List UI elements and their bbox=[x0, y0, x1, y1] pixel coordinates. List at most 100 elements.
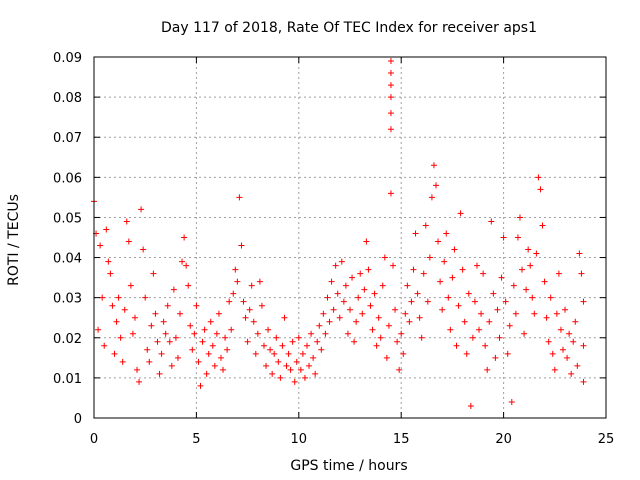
data-point bbox=[390, 262, 397, 269]
data-point bbox=[494, 306, 501, 313]
data-point bbox=[324, 294, 331, 301]
data-point bbox=[375, 314, 382, 321]
data-point bbox=[267, 346, 274, 353]
data-point bbox=[404, 282, 411, 289]
axis-ticks bbox=[93, 56, 607, 419]
data-point bbox=[269, 370, 276, 377]
data-point bbox=[392, 306, 399, 313]
data-point bbox=[342, 282, 349, 289]
data-point bbox=[539, 222, 546, 229]
data-point bbox=[308, 330, 315, 337]
data-point bbox=[226, 298, 233, 305]
data-point bbox=[441, 258, 448, 265]
data-point bbox=[220, 366, 227, 373]
data-point bbox=[445, 294, 452, 301]
data-point bbox=[455, 302, 462, 309]
data-point bbox=[371, 290, 378, 297]
data-point bbox=[105, 258, 112, 265]
data-point bbox=[572, 318, 579, 325]
data-point bbox=[121, 306, 128, 313]
data-point bbox=[148, 322, 155, 329]
data-point bbox=[172, 334, 179, 341]
grid-lines bbox=[94, 57, 606, 418]
plot-frame bbox=[93, 56, 607, 419]
data-point bbox=[303, 342, 310, 349]
data-point bbox=[273, 334, 280, 341]
data-point bbox=[123, 218, 130, 225]
data-point bbox=[433, 182, 440, 189]
data-point bbox=[504, 350, 511, 357]
data-point bbox=[443, 230, 450, 237]
data-point bbox=[359, 310, 366, 317]
data-point bbox=[500, 234, 507, 241]
data-point bbox=[545, 338, 552, 345]
data-point bbox=[490, 290, 497, 297]
data-point bbox=[424, 298, 431, 305]
data-point bbox=[170, 286, 177, 293]
y-tick-label: 0.08 bbox=[53, 91, 82, 106]
y-tick-label: 0.05 bbox=[53, 211, 82, 226]
data-point bbox=[514, 234, 521, 241]
data-point bbox=[379, 282, 386, 289]
data-point bbox=[154, 338, 161, 345]
y-tick-labels: 0 0.01 0.02 0.03 0.04 0.05 0.06 0.07 0.08 0.09 bbox=[53, 51, 82, 427]
data-point bbox=[535, 174, 542, 181]
data-point bbox=[334, 290, 341, 297]
x-tick-label: 20 bbox=[495, 432, 512, 447]
data-point bbox=[131, 314, 138, 321]
data-point bbox=[260, 342, 267, 349]
data-point bbox=[275, 358, 282, 365]
data-point bbox=[344, 330, 351, 337]
data-point bbox=[553, 310, 560, 317]
data-point bbox=[326, 318, 333, 325]
data-point bbox=[263, 362, 270, 369]
data-point bbox=[222, 334, 229, 341]
data-point bbox=[138, 206, 145, 213]
data-point bbox=[502, 298, 509, 305]
data-point bbox=[205, 350, 212, 357]
data-point bbox=[312, 370, 319, 377]
data-point bbox=[451, 246, 458, 253]
data-point bbox=[355, 294, 362, 301]
data-point bbox=[351, 338, 358, 345]
data-point bbox=[134, 366, 141, 373]
data-point bbox=[549, 350, 556, 357]
data-point bbox=[447, 326, 454, 333]
data-point bbox=[107, 270, 114, 277]
data-point bbox=[523, 286, 530, 293]
data-point bbox=[439, 306, 446, 313]
data-point bbox=[189, 346, 196, 353]
data-point bbox=[117, 334, 124, 341]
x-tick-label: 0 bbox=[90, 432, 98, 447]
data-point bbox=[193, 302, 200, 309]
data-point bbox=[177, 310, 184, 317]
data-point bbox=[140, 246, 147, 253]
data-point bbox=[195, 358, 202, 365]
data-point bbox=[496, 334, 503, 341]
data-point bbox=[150, 270, 157, 277]
data-point bbox=[164, 302, 171, 309]
data-point bbox=[162, 330, 169, 337]
data-point bbox=[238, 242, 245, 249]
data-point bbox=[281, 314, 288, 321]
data-point bbox=[244, 338, 251, 345]
data-point bbox=[473, 262, 480, 269]
data-point bbox=[363, 238, 370, 245]
data-point bbox=[381, 254, 388, 261]
data-point bbox=[541, 278, 548, 285]
data-point bbox=[414, 290, 421, 297]
data-point bbox=[543, 314, 550, 321]
x-tick-label: 25 bbox=[598, 432, 615, 447]
data-point bbox=[158, 350, 165, 357]
x-tick-label: 5 bbox=[192, 432, 200, 447]
data-point bbox=[400, 350, 407, 357]
data-point bbox=[420, 270, 427, 277]
data-point bbox=[191, 330, 198, 337]
y-tick-label: 0.03 bbox=[53, 292, 82, 307]
data-point bbox=[428, 194, 435, 201]
data-point bbox=[144, 346, 151, 353]
data-point bbox=[230, 290, 237, 297]
data-point bbox=[519, 266, 526, 273]
data-point bbox=[183, 262, 190, 269]
data-point bbox=[95, 326, 102, 333]
